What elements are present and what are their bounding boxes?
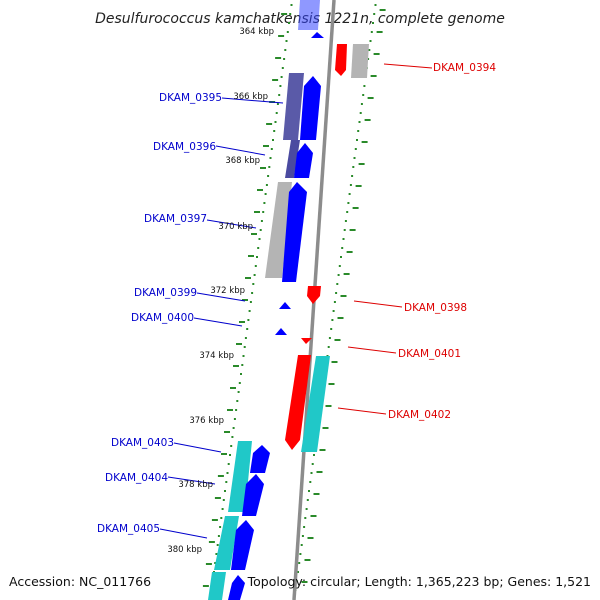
leader-dkam-0403 [173,442,222,453]
feature-forward-top [298,0,320,30]
summary-text: Topology: circular; Length: 1,365,223 bp… [247,574,591,589]
gene-label-dkam-0394[interactable]: DKAM_0394 [433,62,496,74]
feature-forward-top-arrow [311,32,324,38]
gene-label-dkam-0402[interactable]: DKAM_0402 [388,409,451,421]
leader-dkam-0396 [215,145,266,156]
feature-dkam-0397 [282,182,307,282]
gene-label-dkam-0399[interactable]: DKAM_0399 [134,287,197,299]
feature-dkam-0404 [242,474,264,516]
gene-label-dkam-0400[interactable]: DKAM_0400 [131,312,194,324]
accession-text: Accession: NC_011766 [9,574,151,589]
feature-dkam-0399 [279,302,291,309]
leader-dkam-0400 [193,317,243,327]
kbp-label-366: 366 kbp [233,92,268,102]
leader-dkam-0404 [167,476,216,485]
kbp-label-374: 374 kbp [199,351,234,361]
feature-dkam-0403 [250,445,270,473]
feature-dkam-0400 [275,328,287,335]
kbp-label-378: 378 kbp [178,480,213,490]
kbp-label-380: 380 kbp [167,545,202,555]
gene-label-dkam-0398[interactable]: DKAM_0398 [404,302,467,314]
feature-dkam-0395 [300,76,321,140]
tick-marks [202,4,386,600]
leader-lines [159,63,433,539]
gene-label-dkam-0405[interactable]: DKAM_0405 [97,523,160,535]
kbp-label-368: 368 kbp [225,156,260,166]
feature-dkam-0405-rna [214,516,239,570]
leader-dkam-0394 [383,63,433,69]
feature-dkam-0394-gray [351,44,369,78]
kbp-label-370: 370 kbp [218,222,253,232]
leader-dkam-0398 [353,300,403,308]
leader-dkam-0405 [159,528,208,539]
gene-label-dkam-0403[interactable]: DKAM_0403 [111,437,174,449]
feature-dkam-0398 [307,286,321,304]
kbp-label-372: 372 kbp [210,286,245,296]
kbp-labels: 364 kbp 366 kbp 368 kbp 370 kbp 372 kbp … [167,27,274,555]
leader-dkam-0395 [221,97,284,104]
feature-bottom-forward [228,575,245,600]
leader-dkam-0402 [337,407,387,415]
feature-dkam-0396 [294,143,313,178]
feature-dkam-0397-gray [265,182,292,278]
feature-dkam-0402-rna [301,356,330,452]
gene-label-dkam-0395[interactable]: DKAM_0395 [159,92,222,104]
feature-dkam-0395-gray [283,73,304,140]
features [208,0,369,600]
leader-dkam-0397 [206,219,257,229]
feature-dkam-0405 [231,520,254,570]
gene-label-dkam-0397[interactable]: DKAM_0397 [144,213,207,225]
gene-label-dkam-0401[interactable]: DKAM_0401 [398,348,461,360]
kbp-label-376: 376 kbp [189,416,224,426]
leader-dkam-0399 [196,292,246,302]
feature-dkam-0394 [335,44,347,76]
feature-dkam-0401 [301,338,312,344]
feature-dkam-0402 [285,355,311,450]
gene-label-dkam-0404[interactable]: DKAM_0404 [105,472,168,484]
leader-dkam-0401 [347,346,397,354]
gene-labels: DKAM_0394 DKAM_0395 DKAM_0396 DKAM_0397 … [97,62,496,535]
gene-label-dkam-0396[interactable]: DKAM_0396 [153,141,216,153]
kbp-label-364: 364 kbp [239,27,274,37]
feature-bottom-rna [208,572,226,600]
feature-dkam-0395-gray-b [285,140,300,178]
